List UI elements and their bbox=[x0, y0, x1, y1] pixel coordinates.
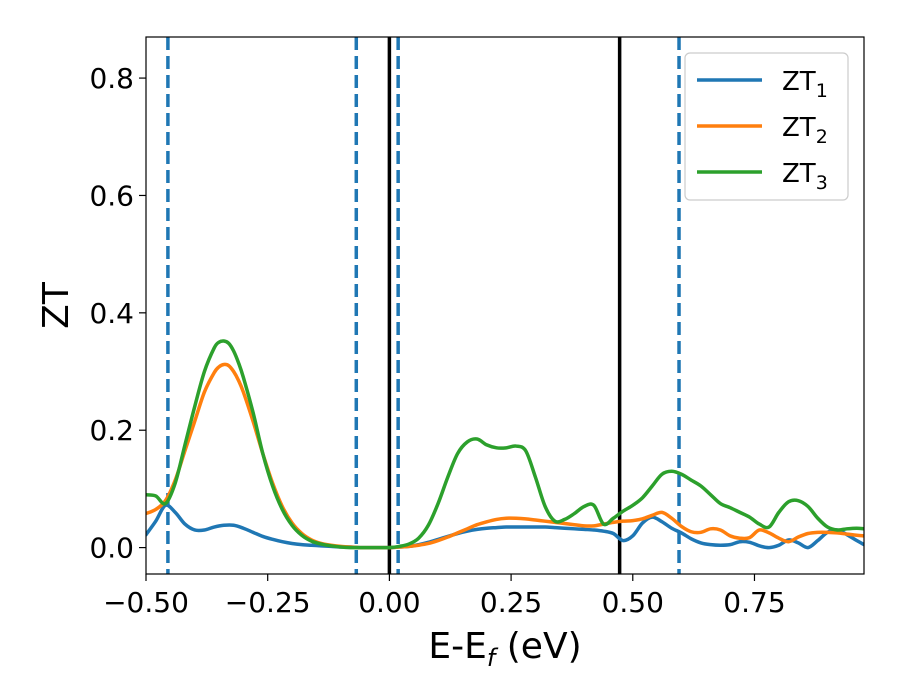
series-lines bbox=[146, 339, 864, 550]
x-axis: −0.50 −0.25 0.00 0.25 0.50 0.75 bbox=[103, 574, 786, 619]
x-tick-label: 0.25 bbox=[480, 586, 542, 619]
x-axis-label-unit: (eV) bbox=[495, 626, 581, 667]
series-line-zt2 bbox=[146, 362, 864, 550]
y-tick-label: 0.8 bbox=[89, 62, 134, 95]
legend-label-zt2: ZT2 bbox=[782, 113, 828, 148]
x-tick-label: 0.75 bbox=[723, 586, 785, 619]
legend-box bbox=[684, 52, 849, 201]
y-axis: 0.0 0.2 0.4 0.6 0.8 bbox=[89, 62, 146, 565]
vertical-lines bbox=[166, 37, 681, 574]
legend-label-zt3: ZT3 bbox=[782, 159, 828, 194]
plot-frame bbox=[145, 36, 865, 575]
x-tick-label: −0.25 bbox=[225, 586, 311, 619]
x-axis-label: E-Ef (eV) bbox=[428, 626, 581, 672]
x-axis-label-main: E-E bbox=[428, 626, 486, 667]
series-line-zt1 bbox=[146, 503, 864, 550]
y-tick-label: 0.2 bbox=[89, 414, 134, 447]
x-tick-label: 0.00 bbox=[358, 586, 420, 619]
y-tick-label: 0.4 bbox=[89, 297, 134, 330]
y-axis-label: ZT bbox=[36, 281, 77, 329]
legend-label-zt1: ZT1 bbox=[782, 67, 828, 102]
series-line-zt3 bbox=[146, 339, 864, 550]
x-tick-label: −0.50 bbox=[103, 586, 189, 619]
y-tick-label: 0.0 bbox=[89, 532, 134, 565]
legend: ZT1 ZT2 ZT3 bbox=[684, 52, 849, 201]
x-tick-label: 0.50 bbox=[602, 586, 664, 619]
y-tick-label: 0.6 bbox=[89, 179, 134, 212]
